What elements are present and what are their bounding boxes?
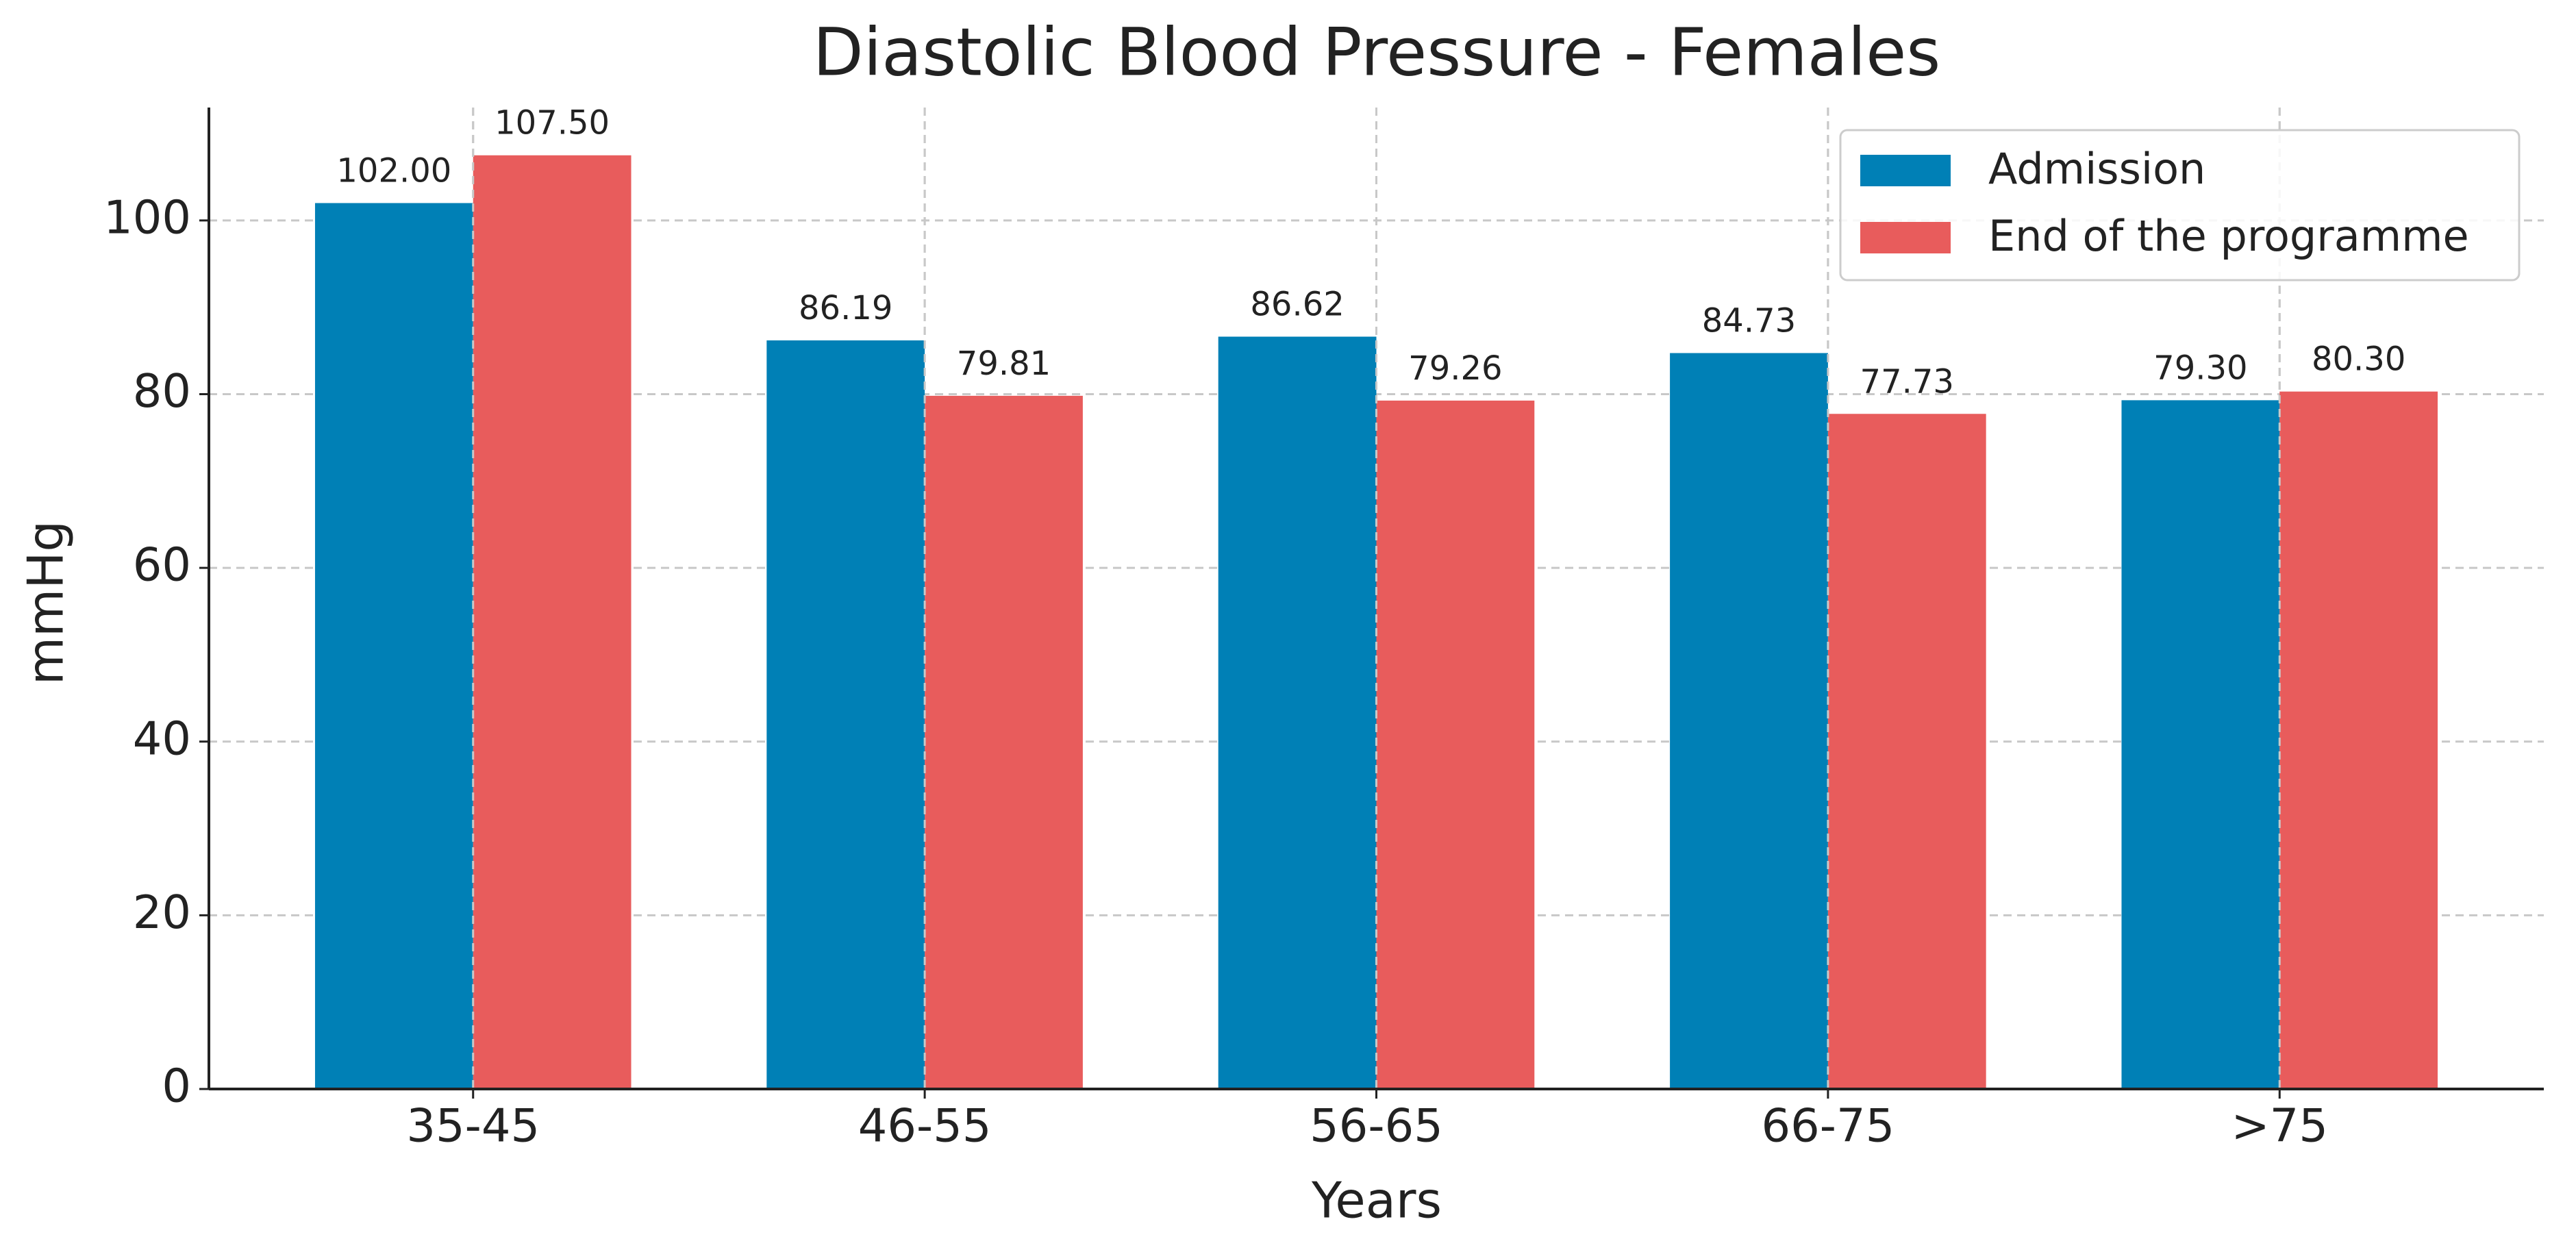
y-tick-label: 60 [133,538,191,592]
y-tick-label: 100 [103,190,191,244]
data-label: 86.19 [799,289,892,327]
y-tick-label: 20 [133,886,191,939]
y-axis-label: mmHg [17,521,75,685]
data-label: 79.81 [957,345,1051,383]
bar [925,395,1083,1089]
legend-label: End of the programme [1988,211,2469,261]
bar [1827,414,1986,1089]
data-label: 80.30 [2312,340,2405,379]
data-label: 86.62 [1250,286,1344,324]
y-tick-label: 80 [133,364,191,418]
x-tick-label: 35-45 [406,1099,540,1153]
x-tick-label: 66-75 [1762,1099,1895,1153]
x-axis-label: Years [1311,1172,1442,1229]
legend-box [1839,129,2521,281]
data-label: 102.00 [336,151,451,190]
bar [1670,353,1828,1089]
bar [1218,336,1377,1089]
bar [2121,400,2280,1089]
legend-swatch [1860,222,1951,253]
legend: Admission End of the programme [1839,129,2521,281]
data-label: 77.73 [1860,362,1954,401]
x-tick-label: >75 [2231,1099,2328,1153]
x-tick-label: 56-65 [1310,1099,1443,1153]
y-tick-label: 0 [162,1060,191,1113]
chart-title: Diastolic Blood Pressure - Females [813,14,1941,90]
data-label: 84.73 [1702,302,1796,340]
data-label: 79.26 [1408,349,1502,388]
legend-label: Admission [1988,144,2205,194]
x-tick-label: 46-55 [858,1099,992,1153]
bar [314,203,473,1089]
bar [473,155,632,1089]
legend-swatch [1860,155,1951,186]
bar [1376,400,1535,1089]
data-label: 107.50 [495,104,610,142]
bar [2279,391,2438,1089]
y-tick-label: 40 [133,712,191,765]
bar [766,340,925,1089]
data-label: 79.30 [2153,349,2247,387]
